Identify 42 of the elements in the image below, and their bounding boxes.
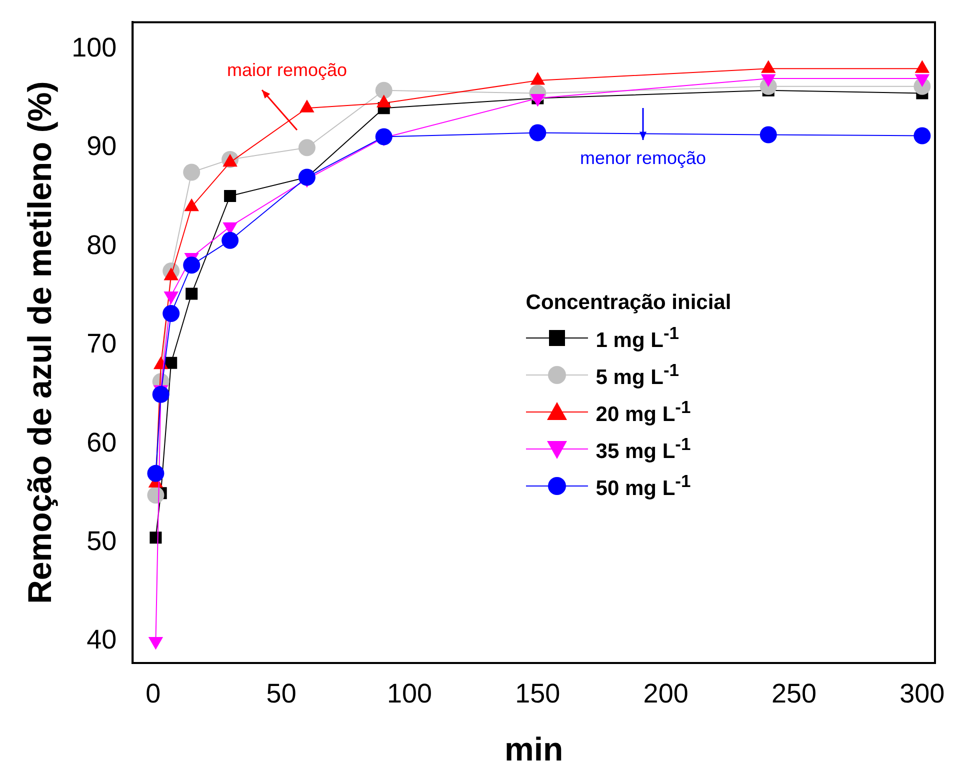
x-tick-label: 100 <box>386 678 432 709</box>
y-tick-label: 60 <box>86 427 117 458</box>
legend-label: 50 mg L$^{-1}$ <box>596 470 691 501</box>
legend-label: 20 mg L$^{-1}$ <box>596 396 691 427</box>
annotation: maior remoção <box>226 60 347 81</box>
point <box>162 304 180 322</box>
point <box>298 139 316 156</box>
legend-label: 5 mg L$^{-1}$ <box>596 360 680 390</box>
point <box>298 168 316 186</box>
point <box>183 256 200 274</box>
y-tick-label: 100 <box>72 32 117 62</box>
x-tick-label: 300 <box>900 678 945 709</box>
annotation: menor remoção <box>580 148 706 169</box>
x-tick-label: 150 <box>515 678 560 709</box>
x-axis-title: min <box>504 730 564 768</box>
y-tick-label: 50 <box>86 526 117 556</box>
x-tick-label: 200 <box>643 678 688 709</box>
point <box>186 288 198 300</box>
y-tick-label: 40 <box>86 624 117 655</box>
y-axis-title: Remoção de azul de metileno (%) <box>20 81 58 604</box>
point <box>222 232 239 249</box>
point <box>529 124 546 142</box>
x-tick-label: 0 <box>146 678 161 709</box>
x-tick-label: 250 <box>771 678 817 709</box>
y-tick-label: 90 <box>86 131 117 162</box>
point <box>150 532 162 544</box>
y-tick-label: 70 <box>86 328 117 359</box>
point <box>914 127 931 144</box>
point <box>147 464 164 482</box>
legend-label: 1 mg L$^{-1}$ <box>596 322 680 353</box>
point <box>375 128 392 146</box>
legend-label: 35 mg L$^{-1}$ <box>596 434 691 464</box>
y-tick-label: 80 <box>86 230 117 260</box>
point <box>375 82 392 99</box>
point <box>183 164 200 181</box>
x-tick-label: 50 <box>266 678 296 709</box>
point <box>224 190 236 202</box>
point <box>165 356 178 369</box>
point <box>152 386 170 403</box>
point <box>760 126 777 144</box>
point <box>147 486 164 504</box>
legend-title: Concentração inicial <box>526 291 732 316</box>
